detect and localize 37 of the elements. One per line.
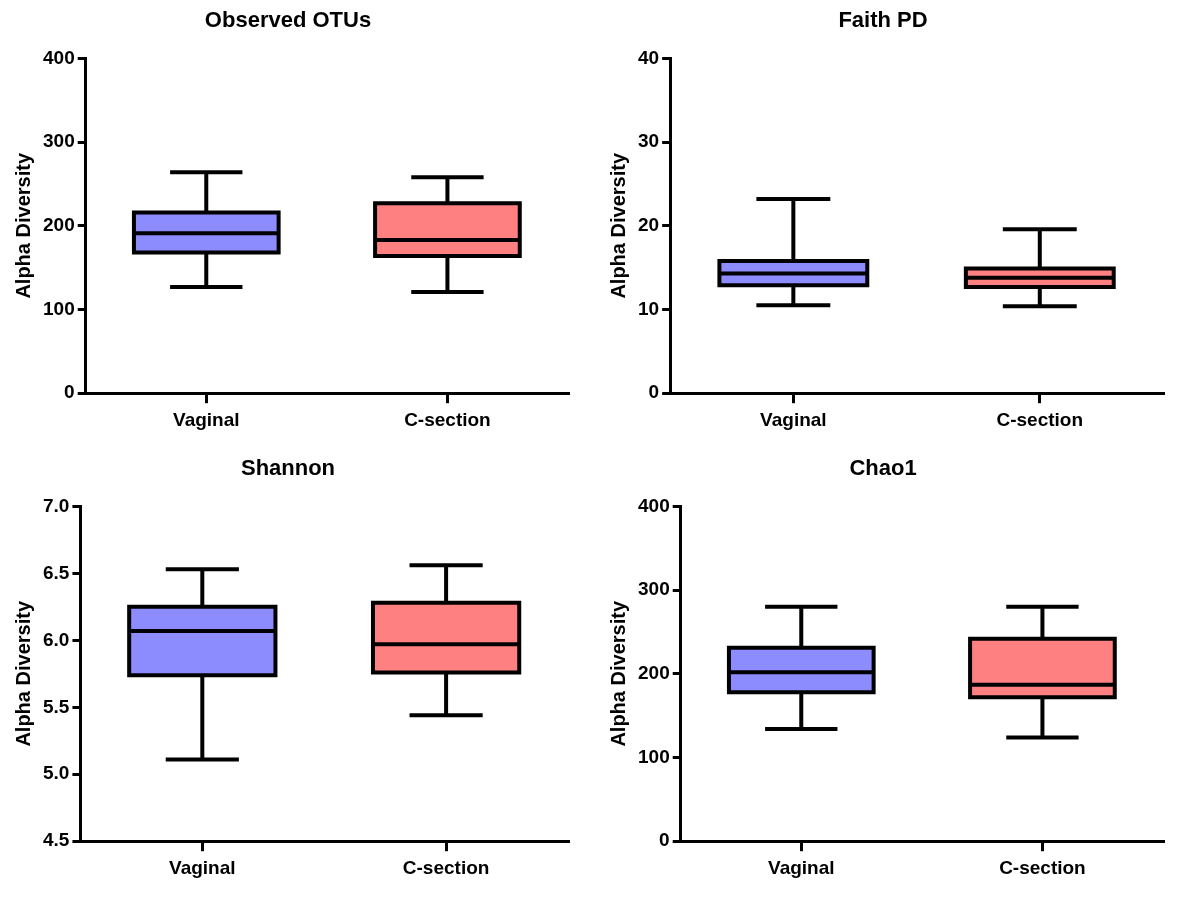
chart-title: Chao1 bbox=[849, 455, 917, 481]
y-axis-title: Alpha Diversity bbox=[11, 152, 34, 299]
y-axis-title: Alpha Diversity bbox=[606, 152, 629, 299]
y-axis-title: Alpha Diversity bbox=[11, 600, 34, 747]
y-tick-label: 300 bbox=[638, 578, 670, 600]
y-tick-label: 0 bbox=[64, 381, 75, 403]
y-tick-label: 10 bbox=[637, 297, 660, 319]
y-tick-label: 5.0 bbox=[42, 762, 70, 784]
y-tick-label: 20 bbox=[637, 214, 660, 236]
y-axis-title: Alpha Diversity bbox=[606, 600, 629, 747]
y-tick-label: 400 bbox=[638, 494, 670, 516]
y-tick-label: 400 bbox=[43, 46, 75, 68]
y-tick-label: 6.0 bbox=[42, 628, 70, 650]
y-tick-label: 40 bbox=[637, 46, 660, 68]
y-tick-label: 0 bbox=[659, 829, 670, 851]
x-tick-label: C-section bbox=[402, 856, 490, 878]
y-tick-label: 200 bbox=[43, 214, 75, 236]
x-tick-label: C-section bbox=[996, 408, 1084, 430]
y-tick-label: 100 bbox=[43, 297, 75, 319]
y-tick-label: 300 bbox=[43, 130, 75, 152]
x-tick-label: Vaginal bbox=[760, 408, 827, 430]
chart-title: Observed OTUs bbox=[204, 7, 372, 33]
y-tick-label: 7.0 bbox=[42, 494, 70, 516]
x-tick-label: C-section bbox=[404, 408, 491, 430]
x-tick-label: Vaginal bbox=[173, 408, 240, 430]
y-tick-label: 100 bbox=[638, 745, 670, 767]
x-tick-label: Vaginal bbox=[768, 856, 835, 878]
y-tick-label: 5.5 bbox=[42, 695, 70, 717]
x-tick-label: C-section bbox=[999, 856, 1086, 878]
chart-title: Shannon bbox=[240, 455, 336, 481]
y-tick-label: 30 bbox=[637, 130, 660, 152]
y-tick-label: 0 bbox=[648, 381, 660, 403]
x-tick-label: Vaginal bbox=[169, 856, 236, 878]
y-tick-label: 4.5 bbox=[42, 829, 70, 851]
y-tick-label: 200 bbox=[638, 662, 670, 684]
chart-title: Faith PD bbox=[838, 7, 928, 33]
y-tick-label: 6.5 bbox=[42, 561, 70, 583]
